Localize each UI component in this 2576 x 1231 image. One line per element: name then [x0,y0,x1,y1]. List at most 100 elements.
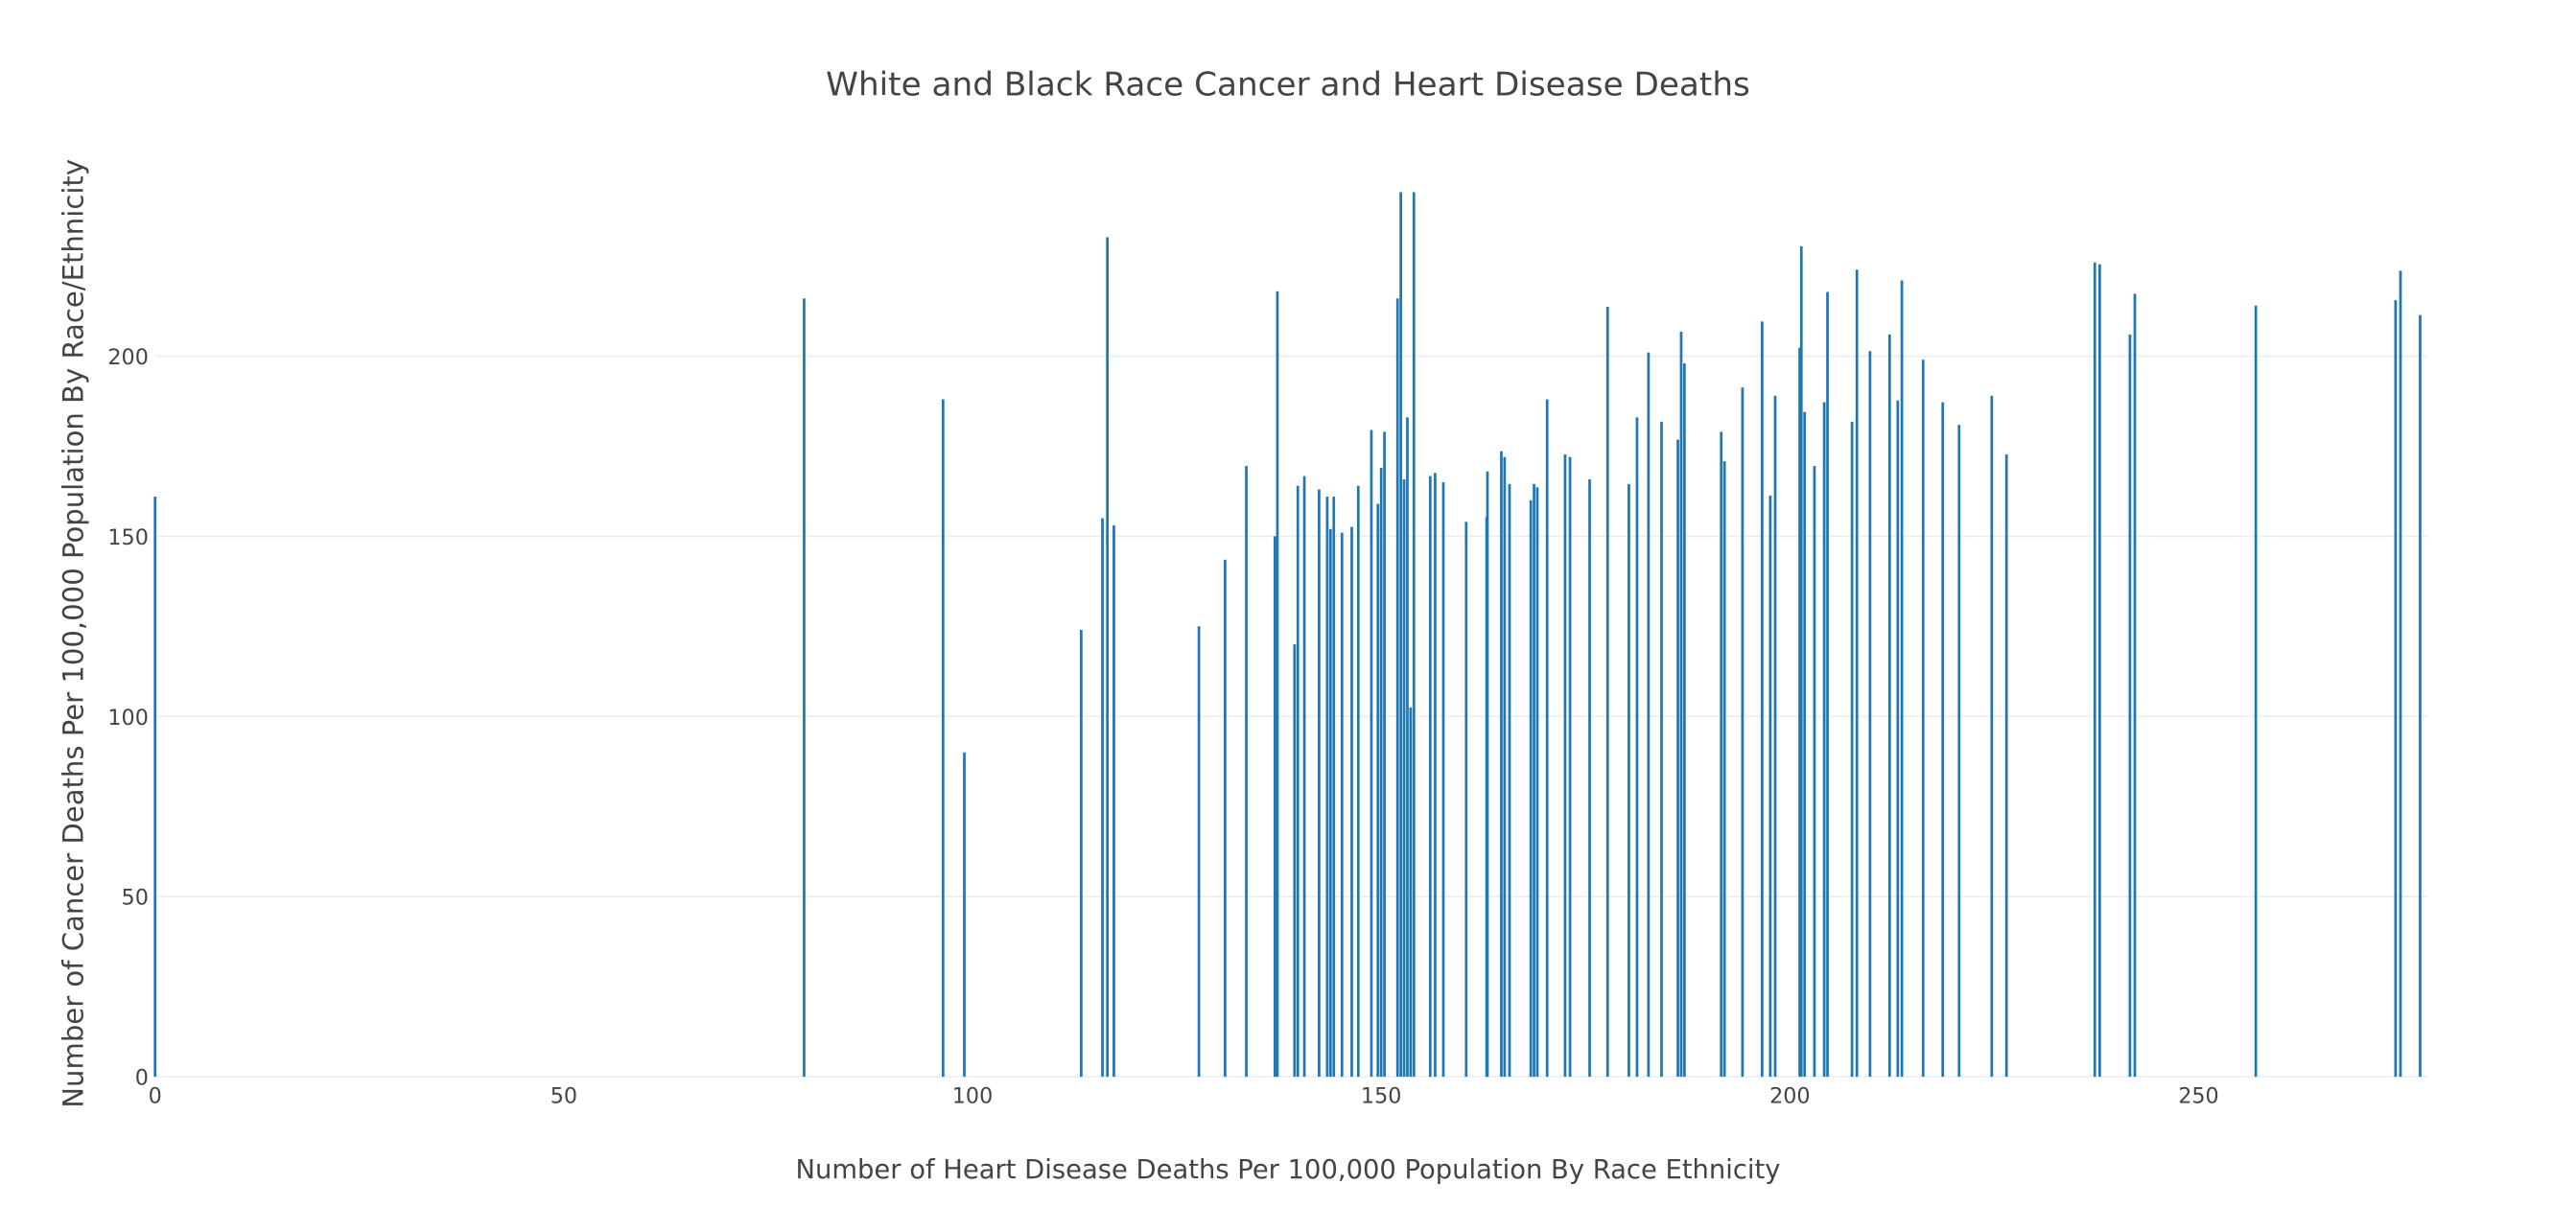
chart-title: White and Black Race Cancer and Heart Di… [826,65,1750,104]
bar [2394,300,2398,1078]
bar [1647,352,1651,1078]
bar [1855,269,1859,1078]
bar [1412,192,1416,1078]
bar [1720,431,1723,1078]
bar [1383,431,1386,1078]
bar [1402,478,1406,1078]
x-tick-label: 200 [1769,1083,1810,1108]
bar [153,497,157,1078]
y-tick-label: 0 [135,1066,149,1091]
bar [1101,518,1104,1078]
bar [1605,306,1609,1078]
bar [1376,503,1380,1078]
bar [1293,644,1297,1078]
bar [2133,293,2137,1078]
bar [1588,478,1591,1078]
bar [1799,245,1803,1078]
bar [1486,471,1489,1078]
bar [1441,481,1445,1078]
bar [1370,430,1373,1078]
bar [2254,305,2258,1078]
bar [1434,473,1437,1078]
y-tick-label: 150 [107,525,148,550]
bar [1503,456,1507,1078]
bar [1318,489,1321,1078]
x-axis-label: Number of Heart Disease Deaths Per 100,0… [796,1155,1781,1185]
x-tick-label: 150 [1361,1083,1401,1108]
bar [1395,298,1399,1078]
bar [1245,466,1248,1078]
bar [1296,485,1300,1078]
bar [1822,402,1826,1078]
bar [2004,454,2008,1078]
bar [1409,707,1413,1078]
bar [1106,237,1110,1078]
bar [1500,451,1503,1078]
bar [941,399,945,1078]
bar [1325,497,1329,1078]
bar [1224,559,1227,1078]
bar [1274,536,1276,1078]
bar [1741,387,1745,1078]
bar [1356,485,1360,1078]
bar [1941,402,1945,1078]
x-tick-label: 250 [2178,1083,2218,1108]
bar [1760,321,1764,1078]
bar [1826,291,1829,1078]
bar [1683,362,1686,1078]
bar [2097,264,2101,1078]
bar [1428,476,1432,1078]
bar [1850,421,1854,1078]
bar [1112,525,1115,1078]
x-tick-label: 100 [952,1083,993,1108]
bar [1080,630,1083,1078]
bar [1529,499,1533,1078]
bar [1197,626,1201,1078]
bar [1350,526,1353,1078]
bar [1921,360,1925,1078]
bar [2128,334,2132,1078]
bar [1508,483,1511,1078]
bar [1722,461,1726,1078]
bar [1628,483,1630,1078]
bar [1803,411,1807,1078]
x-tick-label: 50 [550,1083,577,1108]
bar [2093,262,2096,1078]
bar [1328,528,1332,1078]
bar [963,752,966,1078]
bar [1813,466,1816,1078]
bar [1773,395,1777,1078]
bar [1340,532,1344,1078]
bar [1379,467,1383,1078]
bar [1900,280,1904,1078]
bar [2419,314,2422,1078]
bar [1990,395,1994,1078]
bar [1957,425,1961,1078]
bar [1464,522,1468,1078]
x-tick-label: 0 [149,1083,162,1108]
bar [803,298,806,1078]
bar [1568,456,1572,1078]
y-tick-label: 100 [107,706,148,731]
bar [2399,270,2402,1078]
bar [1545,399,1549,1078]
bar [1332,497,1336,1078]
bar [1302,476,1306,1078]
bar [1563,454,1567,1078]
bar [1798,347,1801,1078]
bar [1399,192,1403,1078]
bar [1887,334,1891,1078]
bar [1635,417,1639,1078]
y-tick-label: 50 [122,886,149,911]
bar [1676,439,1679,1078]
bar [1768,495,1772,1078]
bar [1533,483,1535,1078]
bar [1896,400,1900,1078]
y-axis-label: Number of Cancer Deaths Per 100,000 Popu… [57,159,89,1108]
bar [1660,421,1663,1078]
bar [1276,290,1279,1078]
y-tick-label: 200 [107,345,148,370]
bar [1679,331,1683,1078]
bar [1535,487,1539,1078]
